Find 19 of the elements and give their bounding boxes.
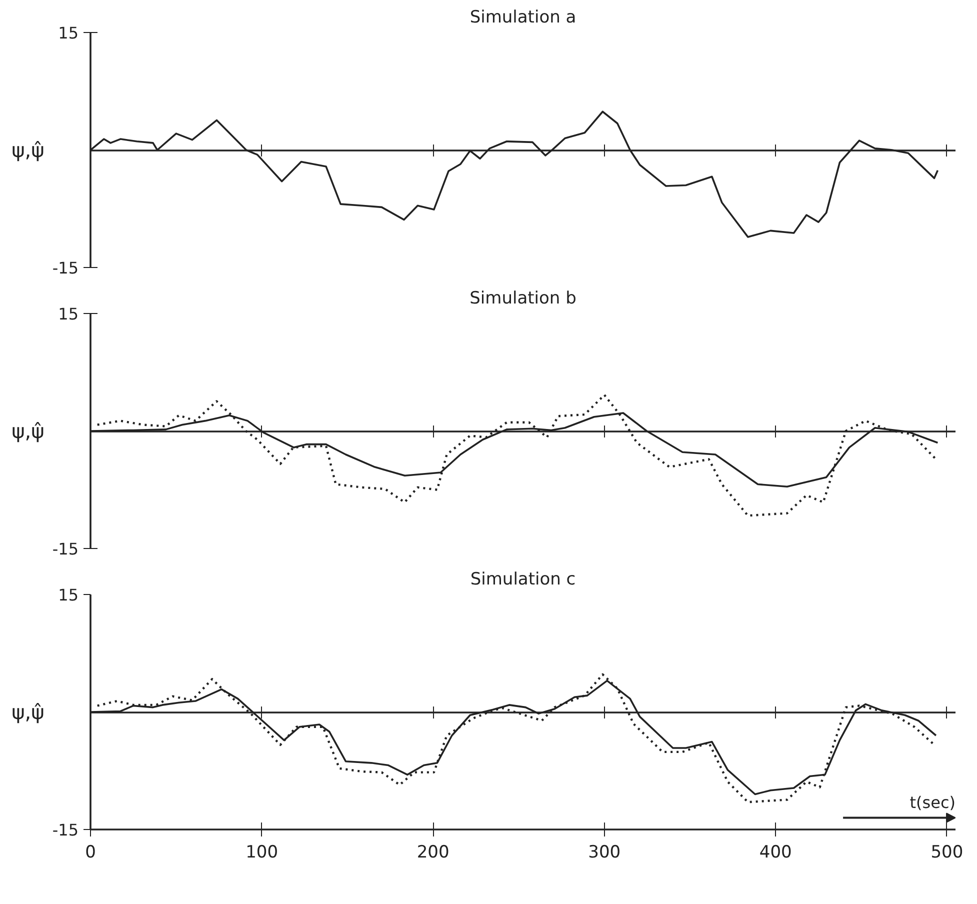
chart-title: Simulation c [470, 570, 576, 590]
x-tick-label: 500 [930, 842, 964, 862]
chart-title: Simulation a [470, 8, 576, 28]
y-axis-title: ψ,ψ̂ [12, 700, 44, 724]
x-tick-label: 100 [246, 842, 278, 862]
y-tick-label: 15 [58, 24, 78, 42]
y-tick-label: -15 [52, 258, 79, 278]
y-tick-label: -15 [52, 820, 79, 840]
x-tick-label: 400 [759, 842, 792, 862]
y-axis-title: ψ,ψ̂ [12, 138, 44, 162]
y-axis-title: ψ,ψ̂ [12, 419, 44, 443]
x-axis-title: t(sec) [910, 792, 956, 812]
y-tick-label: -15 [52, 540, 79, 558]
y-tick-label: 15 [58, 304, 78, 324]
x-tick-label: 300 [588, 842, 621, 862]
chart-title: Simulation b [470, 288, 576, 308]
x-tick-label: 200 [416, 842, 450, 862]
x-tick-label: 0 [85, 842, 96, 862]
y-tick-label: 15 [58, 586, 78, 604]
